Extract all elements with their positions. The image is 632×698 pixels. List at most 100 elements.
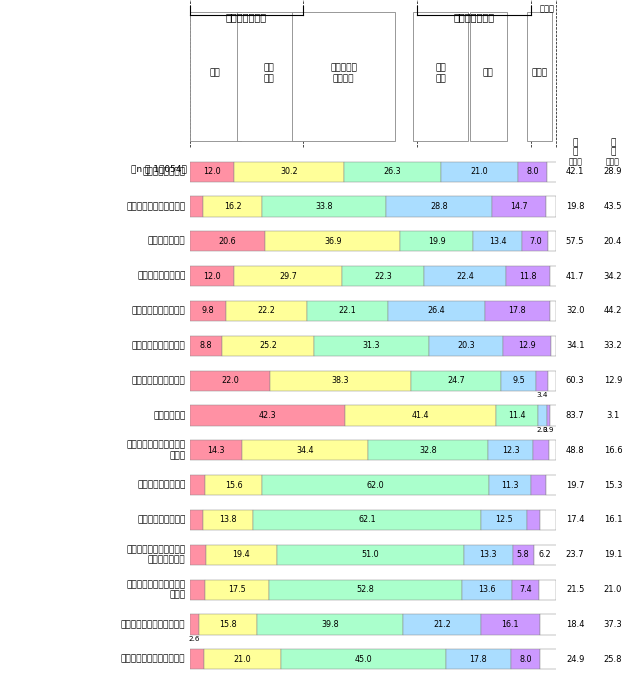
Bar	[547, 161, 557, 181]
Text: 不満: 不満	[483, 69, 494, 77]
Text: 20.4: 20.4	[604, 237, 623, 246]
Bar	[190, 440, 242, 461]
Text: 8.0: 8.0	[520, 655, 532, 664]
Bar	[281, 649, 446, 669]
Bar	[548, 231, 556, 251]
Bar	[344, 406, 496, 426]
Text: 34.2: 34.2	[604, 272, 623, 281]
Bar	[539, 579, 556, 600]
Text: 57.5: 57.5	[566, 237, 585, 246]
Bar	[549, 371, 556, 391]
Bar	[277, 544, 464, 565]
Text: 《満足〈計〉》: 《満足〈計〉》	[226, 13, 267, 22]
Text: やや
不満: やや 不満	[435, 64, 446, 83]
Text: 3.1: 3.1	[607, 411, 619, 420]
Text: 18.4: 18.4	[566, 620, 585, 629]
Bar	[386, 196, 492, 216]
Text: 5.8: 5.8	[517, 550, 530, 559]
Text: 24.9: 24.9	[566, 655, 585, 664]
Bar	[343, 266, 424, 286]
Text: 19.4: 19.4	[233, 550, 250, 559]
Text: 24.7: 24.7	[447, 376, 465, 385]
Bar	[190, 301, 226, 321]
Bar	[533, 440, 549, 461]
Text: 22.2: 22.2	[257, 306, 275, 315]
Text: 12.3: 12.3	[502, 446, 520, 455]
Text: （n ＝ 1，054）: （n ＝ 1，054）	[131, 164, 186, 173]
Text: 22.3: 22.3	[374, 272, 392, 281]
Bar	[253, 510, 481, 530]
Text: 51.0: 51.0	[362, 550, 379, 559]
Text: （％）: （％）	[539, 4, 554, 13]
Text: 19.8: 19.8	[566, 202, 585, 211]
Bar	[205, 579, 269, 600]
Bar	[190, 161, 234, 181]
Text: 17.8: 17.8	[470, 655, 487, 664]
Bar	[190, 544, 206, 565]
Bar	[190, 406, 344, 426]
Text: 満: 満	[611, 148, 616, 156]
Bar	[550, 266, 557, 286]
Bar	[190, 196, 203, 216]
Bar	[550, 301, 556, 321]
Text: 42.3: 42.3	[258, 411, 276, 420]
Text: 16.6: 16.6	[604, 446, 623, 455]
FancyBboxPatch shape	[190, 12, 241, 141]
Text: 13.4: 13.4	[489, 237, 507, 246]
Bar	[446, 649, 511, 669]
Text: 11.4: 11.4	[509, 411, 526, 420]
Text: 20.3: 20.3	[458, 341, 475, 350]
Text: 17.4: 17.4	[566, 516, 585, 524]
Text: 15.3: 15.3	[604, 481, 623, 490]
Bar	[199, 614, 257, 634]
Text: 22.4: 22.4	[456, 272, 474, 281]
Bar	[257, 614, 403, 634]
Text: 34.1: 34.1	[566, 341, 585, 350]
Bar	[401, 231, 473, 251]
Bar	[540, 649, 557, 669]
Bar	[206, 544, 277, 565]
Text: 83.7: 83.7	[566, 411, 585, 420]
Text: 16.2: 16.2	[224, 202, 241, 211]
Text: 13.3: 13.3	[480, 550, 497, 559]
Bar	[344, 161, 441, 181]
Text: 33.2: 33.2	[604, 341, 623, 350]
Bar	[262, 475, 489, 496]
FancyBboxPatch shape	[413, 12, 468, 141]
Text: 9.8: 9.8	[201, 306, 214, 315]
Bar	[531, 475, 545, 496]
Bar	[503, 336, 550, 356]
Text: 52.8: 52.8	[356, 585, 374, 594]
Text: （計）: （計）	[568, 158, 582, 166]
Bar	[523, 231, 548, 251]
Bar	[234, 266, 343, 286]
Text: 48.8: 48.8	[566, 446, 585, 455]
Text: 33.8: 33.8	[315, 202, 333, 211]
Bar	[190, 649, 204, 669]
Text: 17.8: 17.8	[509, 306, 526, 315]
Bar	[265, 231, 401, 251]
Text: 45.0: 45.0	[355, 655, 372, 664]
Bar	[511, 649, 540, 669]
Bar	[496, 406, 538, 426]
Bar	[538, 406, 547, 426]
Bar	[540, 614, 557, 634]
Text: 7.4: 7.4	[520, 585, 532, 594]
Bar	[489, 440, 533, 461]
Bar	[222, 336, 314, 356]
Text: 62.1: 62.1	[358, 516, 376, 524]
Bar	[190, 371, 270, 391]
Bar	[368, 440, 489, 461]
Text: 21.0: 21.0	[234, 655, 251, 664]
FancyBboxPatch shape	[527, 12, 552, 141]
Bar	[545, 196, 556, 216]
Text: 12.9: 12.9	[604, 376, 623, 385]
Bar	[314, 336, 429, 356]
Text: 26.4: 26.4	[427, 306, 445, 315]
Text: 15.6: 15.6	[225, 481, 243, 490]
Text: 《不満〈計〉》: 《不満〈計〉》	[453, 13, 494, 22]
Bar	[203, 510, 253, 530]
Text: 36.9: 36.9	[324, 237, 341, 246]
Bar	[527, 510, 540, 530]
Bar	[269, 579, 463, 600]
